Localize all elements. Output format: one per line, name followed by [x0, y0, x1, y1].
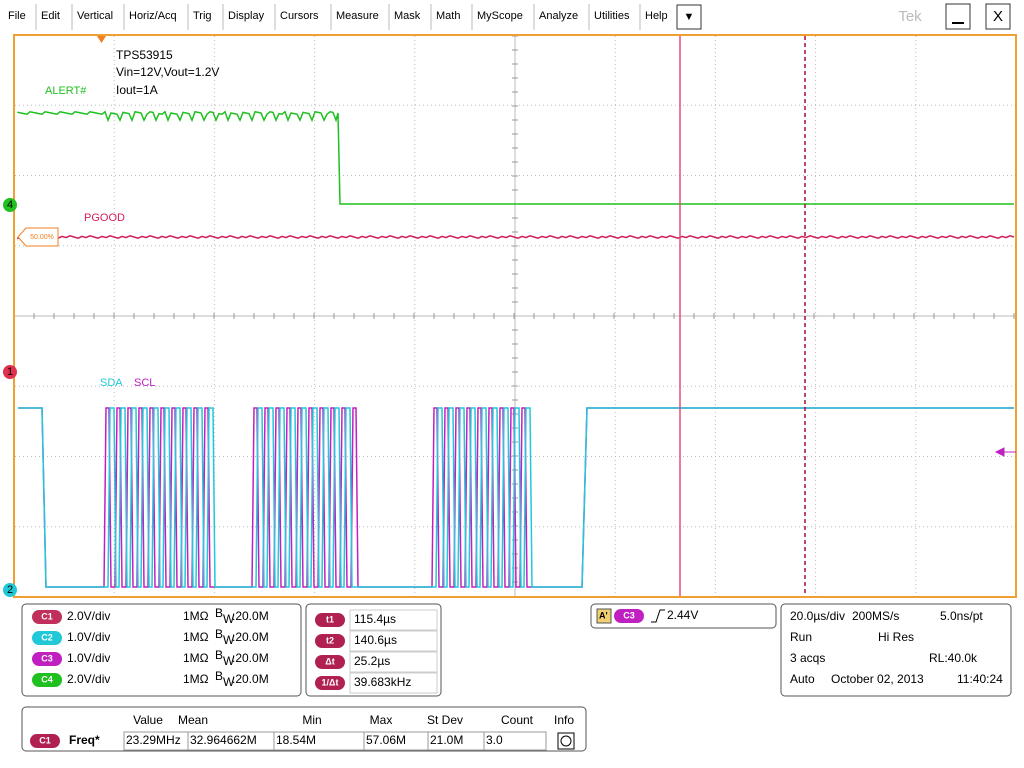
channel-impedance: 1MΩ	[183, 651, 209, 665]
measurement-header: Mean	[178, 713, 208, 727]
channel-scale: 1.0V/div	[67, 630, 110, 644]
annotation: Iout=1A	[116, 83, 158, 97]
channel-bw-value: :20.0M	[232, 630, 269, 644]
measurement-value: 18.54M	[276, 733, 316, 747]
horizontal-trigger-mode: Auto	[790, 672, 815, 686]
horizontal-record: RL:40.0k	[929, 651, 978, 665]
ch4-marker-label: 4	[7, 199, 13, 211]
annotation: Vin=12V,Vout=1.2V	[116, 65, 219, 79]
measurement-header: Max	[370, 713, 393, 727]
badge-label: C4	[41, 674, 53, 684]
ref-level: 50.00%	[30, 234, 54, 241]
channel-bw-value: :20.0M	[232, 609, 269, 623]
horizontal-acqs: 3 acqs	[790, 651, 825, 665]
channel-bw-value: :20.0M	[232, 672, 269, 686]
badge-label: C1	[41, 611, 53, 621]
horizontal-resolution: 5.0ns/pt	[940, 609, 983, 623]
measurement-header: Info	[554, 713, 574, 727]
badge-label: C3	[41, 653, 53, 663]
horizontal-scale: 20.0µs/div	[790, 609, 845, 623]
dropdown-icon[interactable]: ▼	[684, 11, 695, 23]
close-icon[interactable]: X	[993, 8, 1003, 25]
badge-label: C3	[623, 610, 635, 620]
menu-item[interactable]: Math	[436, 10, 460, 22]
horizontal-time: 11:40:24	[957, 672, 1003, 686]
channel-scale: 2.0V/div	[67, 609, 110, 623]
badge-label: C1	[39, 735, 51, 745]
menu-item[interactable]: Horiz/Acq	[129, 10, 177, 22]
menu-item[interactable]: File	[8, 10, 26, 22]
menu-item[interactable]: Analyze	[539, 10, 578, 22]
brand: Tek	[898, 8, 922, 25]
trigger-mode: A'	[599, 610, 608, 620]
channel-bw: B	[215, 669, 223, 683]
measurement-value: 21.0M	[430, 733, 463, 747]
menu-item[interactable]: Trig	[193, 10, 212, 22]
badge-label: C2	[41, 632, 53, 642]
label-sda: SDA	[100, 377, 123, 389]
badge-label: Δt	[325, 656, 334, 666]
menu-item[interactable]: Display	[228, 10, 265, 22]
channel-impedance: 1MΩ	[183, 609, 209, 623]
channel-impedance: 1MΩ	[183, 630, 209, 644]
menu-item[interactable]: Mask	[394, 10, 421, 22]
measurement-value: 57.06M	[366, 733, 406, 747]
measurement-value: 32.964662M	[190, 733, 257, 747]
menu-item[interactable]: Measure	[336, 10, 379, 22]
trigger-level: 2.44V	[667, 608, 698, 622]
channel-scale: 2.0V/div	[67, 672, 110, 686]
label-scl: SCL	[134, 377, 155, 389]
horizontal-date: October 02, 2013	[831, 672, 924, 686]
measurement-value: 3.0	[486, 733, 503, 747]
menu-item[interactable]: Help	[645, 10, 668, 22]
ch2-marker-label: 2	[7, 584, 13, 596]
cursor-value: 39.683kHz	[354, 675, 411, 689]
cursor-value: 140.6µs	[354, 633, 397, 647]
horizontal-rate: 200MS/s	[852, 609, 899, 623]
menu-item[interactable]: Vertical	[77, 10, 113, 22]
measurement-header: Count	[501, 713, 534, 727]
channel-bw: B	[215, 648, 223, 662]
menu-item[interactable]: MyScope	[477, 10, 523, 22]
ch1-marker-label: 1	[7, 366, 13, 378]
badge-label: t2	[326, 635, 334, 645]
measurement-name: Freq*	[69, 733, 100, 747]
channel-scale: 1.0V/div	[67, 651, 110, 665]
info-icon	[558, 733, 574, 749]
horizontal-acq-mode: Hi Res	[878, 630, 914, 644]
measurement-header: Value	[133, 713, 163, 727]
badge-label: 1/Δt	[322, 677, 339, 687]
horizontal-state: Run	[790, 630, 812, 644]
cursor-value: 25.2µs	[354, 654, 390, 668]
menu-item[interactable]: Edit	[41, 10, 60, 22]
measurement-header: Min	[302, 713, 321, 727]
label-pgood: PGOOD	[84, 212, 125, 224]
label-alert: ALERT#	[45, 85, 87, 97]
minimize-button[interactable]	[946, 4, 970, 29]
badge-label: t1	[326, 614, 334, 624]
measurement-header: St Dev	[427, 713, 463, 727]
annotation: TPS53915	[116, 48, 173, 62]
cursor-value: 115.4µs	[354, 612, 396, 626]
menu-item[interactable]: Cursors	[280, 10, 319, 22]
channel-bw: B	[215, 606, 223, 620]
channel-impedance: 1MΩ	[183, 672, 209, 686]
menu-item[interactable]: Utilities	[594, 10, 630, 22]
measurement-value: 23.29MHz	[126, 733, 181, 747]
channel-bw: B	[215, 627, 223, 641]
channel-bw-value: :20.0M	[232, 651, 269, 665]
